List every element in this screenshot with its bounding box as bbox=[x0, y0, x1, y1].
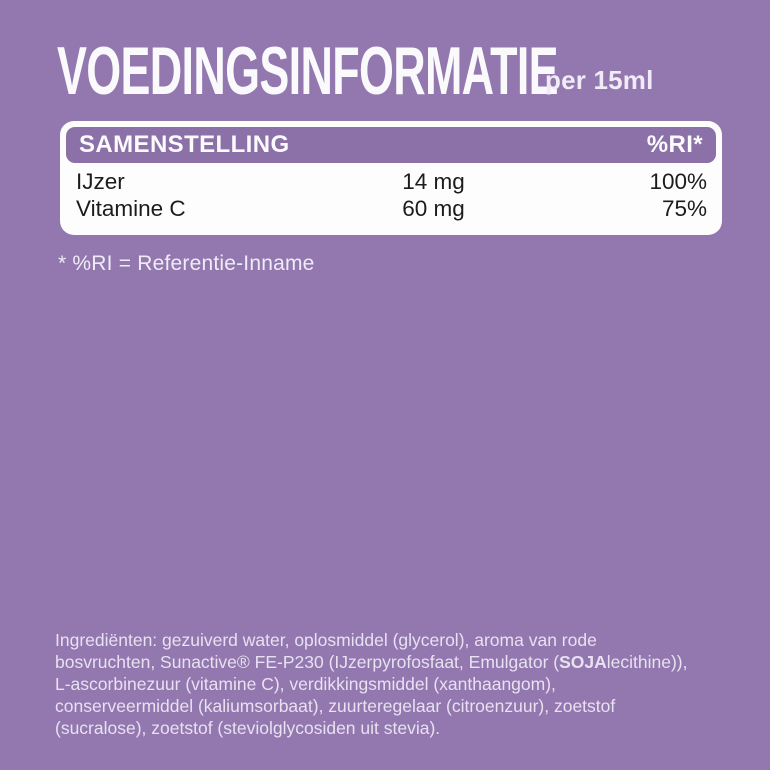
row-amount: 14 mg bbox=[402, 169, 465, 194]
composition-table-body: IJzer 14 mg 100% Vitamine C 60 mg 75% bbox=[66, 163, 716, 222]
table-row: IJzer 14 mg 100% bbox=[76, 168, 707, 195]
table-header-title: SAMENSTELLING bbox=[79, 131, 290, 158]
composition-table-header: SAMENSTELLING %RI* bbox=[66, 127, 716, 163]
ri-footnote: * %RI = Referentie-Inname bbox=[58, 252, 315, 275]
row-name: Vitamine C bbox=[76, 196, 186, 221]
row-ri: 75% bbox=[661, 196, 707, 221]
title-row: VOEDINGSINFORMATIE bbox=[57, 37, 559, 105]
page-title: VOEDINGSINFORMATIE bbox=[57, 33, 559, 109]
composition-card: SAMENSTELLING %RI* IJzer 14 mg 100% Vita… bbox=[60, 121, 722, 235]
ingredients-text-part2: lecithine)), L-ascorbinezuur (vitamine C… bbox=[55, 652, 688, 738]
ingredients-text-part1: Ingrediënten: gezuiverd water, oplosmidd… bbox=[55, 630, 597, 672]
serving-size: per 15ml bbox=[545, 65, 654, 95]
row-ri: 100% bbox=[649, 169, 707, 194]
row-amount: 60 mg bbox=[402, 196, 465, 221]
table-header-ri: %RI* bbox=[646, 131, 703, 158]
ingredients-allergen-soja: SOJA bbox=[559, 652, 607, 672]
row-name: IJzer bbox=[76, 169, 125, 194]
ingredients-paragraph: Ingrediënten: gezuiverd water, oplosmidd… bbox=[55, 629, 755, 739]
table-row: Vitamine C 60 mg 75% bbox=[76, 195, 707, 222]
